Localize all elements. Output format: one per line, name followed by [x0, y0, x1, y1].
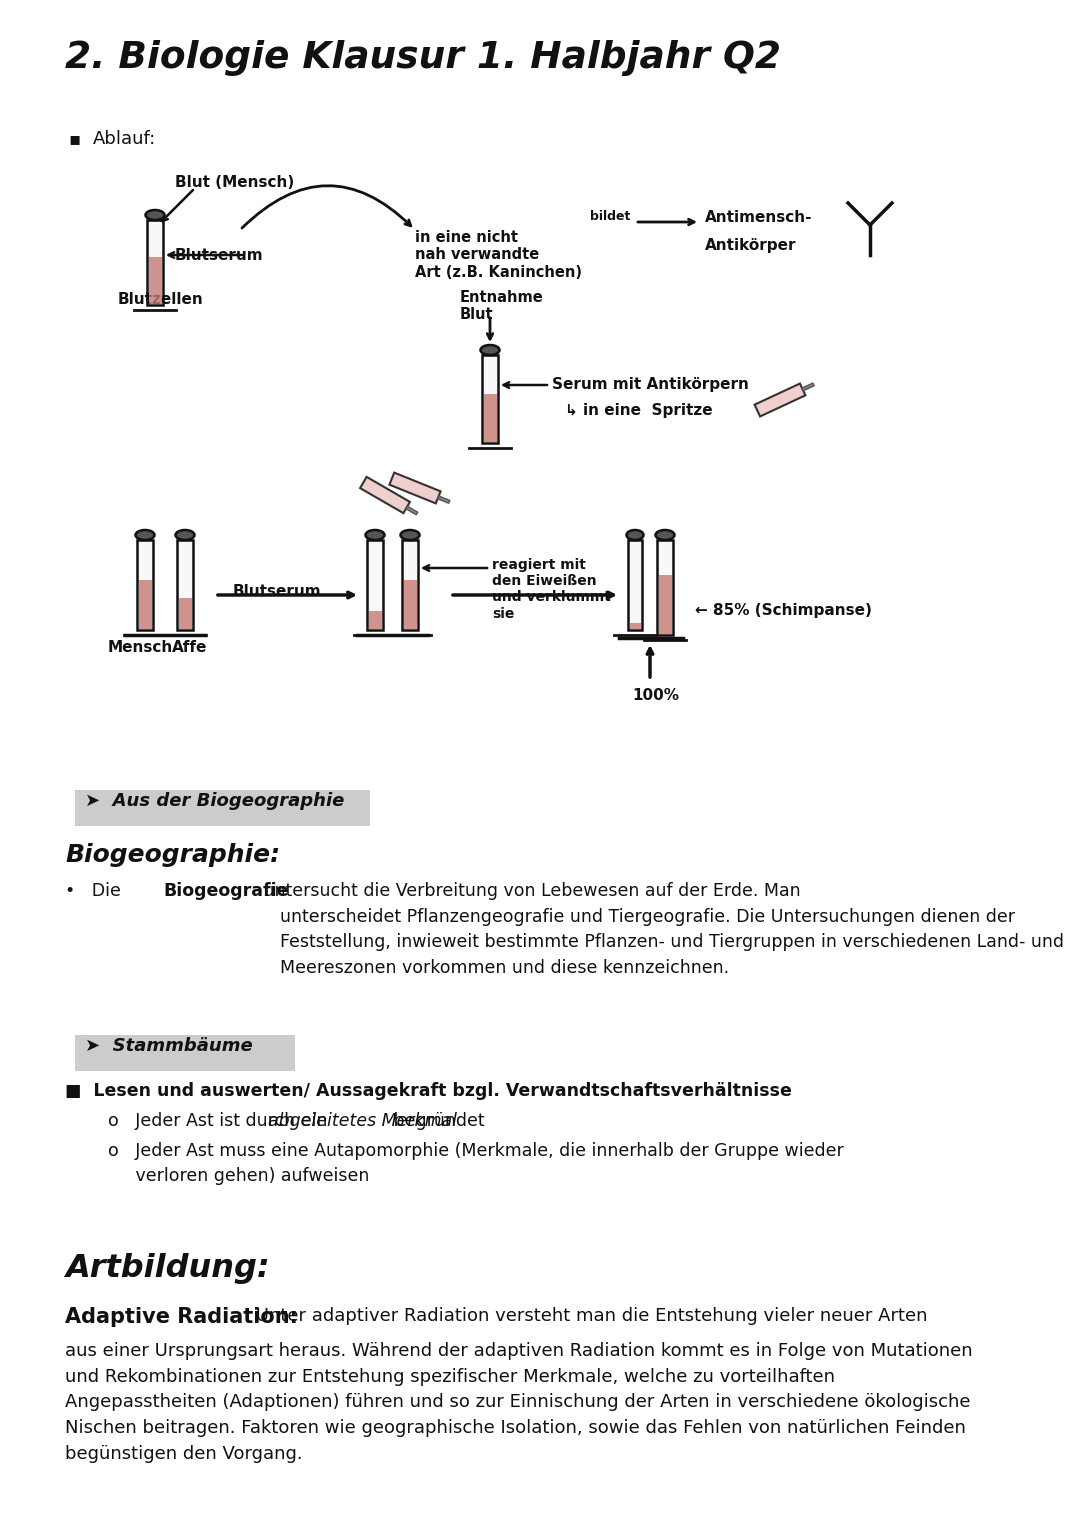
Bar [147, 220, 163, 305]
Bar [437, 496, 450, 504]
Text: Biogeografie: Biogeografie [163, 883, 288, 899]
Bar [149, 257, 162, 304]
Bar [402, 541, 418, 631]
Bar [367, 541, 383, 631]
Text: ■  Lesen und auswerten/ Aussagekraft bzgl. Verwandtschaftsverhältnisse: ■ Lesen und auswerten/ Aussagekraft bzgl… [65, 1083, 792, 1099]
Text: Biogeographie:: Biogeographie: [65, 843, 280, 867]
Bar [404, 580, 417, 629]
Bar [755, 383, 806, 417]
Ellipse shape [481, 345, 499, 354]
Text: Artbildung:: Artbildung: [65, 1254, 270, 1284]
Bar [657, 541, 673, 635]
Ellipse shape [365, 530, 384, 541]
Text: ➤  Aus der Biogeographie: ➤ Aus der Biogeographie [85, 793, 345, 809]
Bar [406, 507, 418, 515]
Text: o   Jeder Ast ist durch ein: o Jeder Ast ist durch ein [108, 1112, 333, 1130]
Text: Blutserum: Blutserum [233, 583, 322, 599]
Text: in eine nicht
nah verwandte
Art (z.B. Kaninchen): in eine nicht nah verwandte Art (z.B. Ka… [415, 231, 582, 279]
Bar [178, 597, 191, 629]
Ellipse shape [626, 530, 644, 541]
Text: aus einer Ursprungsart heraus. Während der adaptiven Radiation kommt es in Folge: aus einer Ursprungsart heraus. Während d… [65, 1342, 973, 1463]
Ellipse shape [401, 530, 419, 541]
Text: Unter adaptiver Radiation versteht man die Entstehung vieler neuer Arten: Unter adaptiver Radiation versteht man d… [249, 1307, 928, 1325]
Ellipse shape [135, 530, 154, 541]
FancyBboxPatch shape [75, 1035, 295, 1070]
Bar [627, 541, 642, 631]
Text: ← 85% (Schimpanse): ← 85% (Schimpanse) [696, 603, 872, 618]
Text: begründet: begründet [388, 1112, 485, 1130]
Text: 2. Biologie Klausur 1. Halbjahr Q2: 2. Biologie Klausur 1. Halbjahr Q2 [65, 40, 781, 76]
Text: Blut (Mensch): Blut (Mensch) [175, 176, 294, 189]
Text: 100%: 100% [632, 689, 679, 702]
Text: Serum mit Antikörpern: Serum mit Antikörpern [552, 377, 748, 392]
Bar [484, 394, 497, 441]
Text: Antikörper: Antikörper [705, 238, 797, 253]
Text: Blutzellen: Blutzellen [118, 292, 204, 307]
Text: abgeleitetes Merkmal: abgeleitetes Merkmal [268, 1112, 457, 1130]
Text: •   Die: • Die [65, 883, 126, 899]
Text: Adaptive Radiation:: Adaptive Radiation: [65, 1307, 298, 1327]
Bar [802, 383, 814, 391]
Text: untersucht die Verbreitung von Lebewesen auf der Erde. Man
    unterscheidet Pfl: untersucht die Verbreitung von Lebewesen… [258, 883, 1064, 977]
Text: o   Jeder Ast muss eine Autapomorphie (Merkmale, die innerhalb der Gruppe wieder: o Jeder Ast muss eine Autapomorphie (Mer… [108, 1142, 843, 1185]
Bar [137, 541, 153, 631]
Bar [360, 476, 410, 513]
FancyBboxPatch shape [75, 789, 370, 826]
Text: reagiert mit
den Eiweißen
und verklummt
sie: reagiert mit den Eiweißen und verklummt … [492, 557, 611, 620]
Ellipse shape [175, 530, 194, 541]
Text: Affe: Affe [172, 640, 207, 655]
Bar [177, 541, 193, 631]
Text: Mensch: Mensch [108, 640, 173, 655]
Text: ↳ in eine  Spritze: ↳ in eine Spritze [565, 403, 713, 418]
Text: Blutserum: Blutserum [175, 247, 264, 263]
Bar [630, 623, 640, 629]
Bar [138, 580, 151, 629]
Text: Antimensch-: Antimensch- [705, 211, 812, 224]
Bar [482, 354, 498, 443]
Text: Entnahme
Blut: Entnahme Blut [460, 290, 543, 322]
Text: Ablauf:: Ablauf: [93, 130, 157, 148]
Ellipse shape [656, 530, 675, 541]
Bar [390, 473, 441, 504]
Text: ▪: ▪ [68, 130, 80, 148]
Bar [659, 576, 672, 634]
Ellipse shape [146, 211, 164, 220]
Text: bildet: bildet [590, 211, 631, 223]
Text: ➤  Stammbäume: ➤ Stammbäume [85, 1037, 253, 1055]
Bar [368, 611, 381, 629]
